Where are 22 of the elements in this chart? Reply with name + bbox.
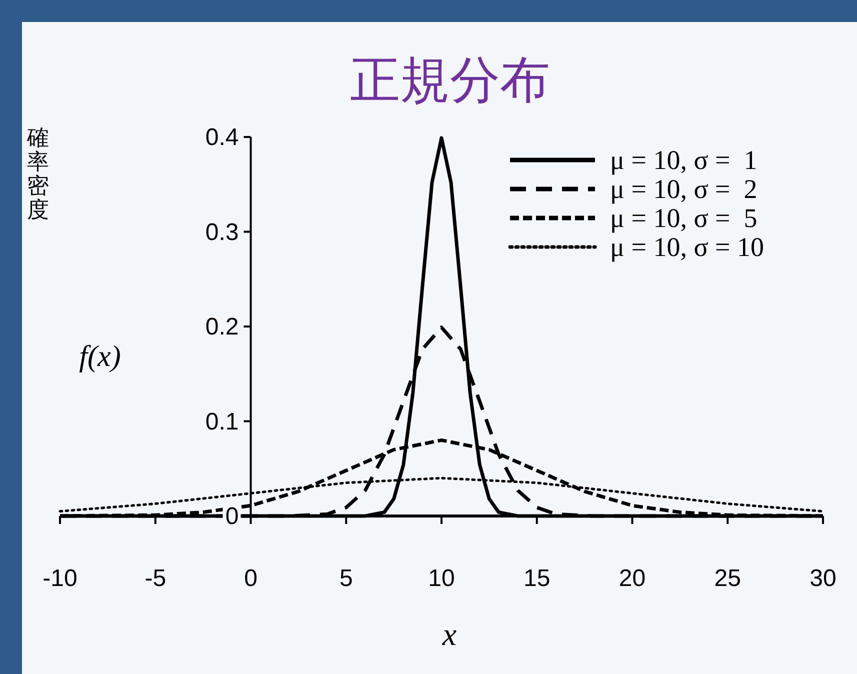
x-tick-label: 15 (524, 565, 550, 592)
x-tick-label: 5 (339, 565, 353, 592)
x-tick-label: 20 (618, 565, 646, 592)
x-tick-label: 30 (810, 565, 836, 592)
annotation: f(x) (79, 340, 121, 373)
legend-label: μ = 10, σ = 2 (610, 174, 758, 204)
y-tick-label: 0.4 (205, 124, 239, 151)
x-tick-label: 0 (244, 565, 258, 592)
x-tick-label: 25 (714, 565, 741, 592)
legend-label: μ = 10, σ = 1 (610, 145, 758, 175)
x-tick-label: -5 (144, 565, 166, 592)
y-tick-label: 0.2 (205, 314, 239, 340)
x-axis-title: x (441, 616, 457, 652)
y-axis-title: 確率密度 (26, 125, 49, 222)
y-tick-label: 0 (225, 503, 239, 530)
legend-label: μ = 10, σ = 10 (610, 232, 764, 262)
y-tick-label: 0.1 (205, 408, 239, 436)
x-tick-label: -10 (42, 565, 78, 592)
legend-label: μ = 10, σ = 5 (610, 203, 758, 233)
x-tick-label: 10 (428, 565, 455, 592)
y-tick-label: 0.3 (205, 218, 239, 246)
chart-title: 正規分布 (350, 52, 550, 108)
